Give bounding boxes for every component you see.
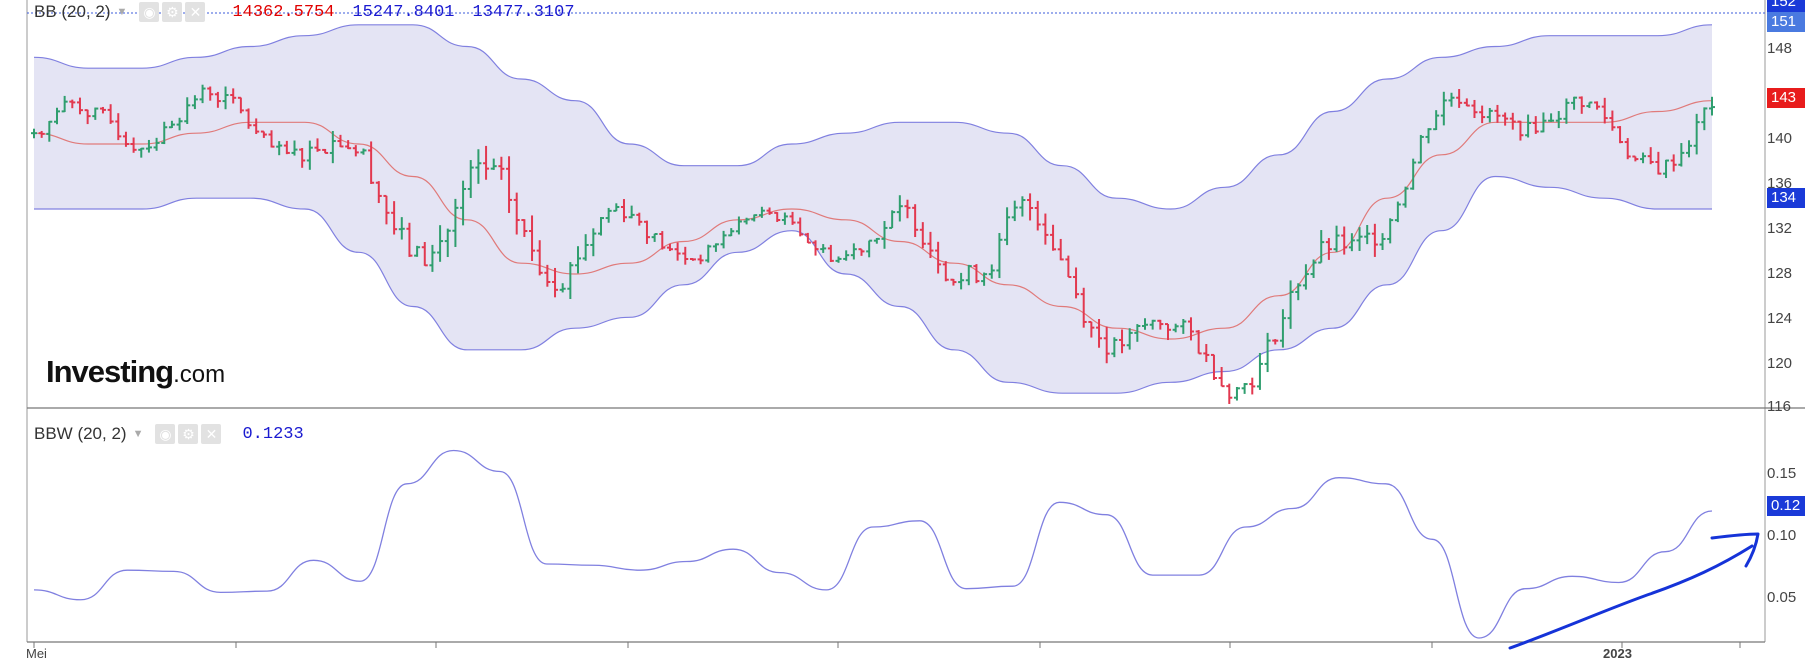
bbw-indicator-name: BBW (20, 2) [34, 424, 127, 443]
bbw-legend[interactable]: BBW (20, 2) ▼ ◉ ⚙ ✕ 0.1233 [34, 424, 304, 444]
bbw-tag: 0.12 [1767, 496, 1805, 516]
price-tick: 148 [1767, 40, 1793, 57]
price-tag-lower: 134 [1767, 188, 1805, 208]
bbw-remove-icon[interactable]: ✕ [201, 424, 222, 444]
x-label: 2023 [1603, 646, 1632, 661]
x-label: Mei [26, 646, 47, 661]
price-tick: 128 [1767, 265, 1793, 282]
logo-main-text: Investing [46, 354, 174, 389]
bbw-settings-icon[interactable]: ⚙ [178, 424, 199, 444]
bb-upper-value: 15247.8401 [352, 2, 455, 22]
bbw-visibility-icon[interactable]: ◉ [155, 424, 176, 444]
price-tick: 116 [1767, 398, 1791, 415]
bbw-tick: 0.15 [1767, 465, 1797, 482]
bb-indicator-name: BB (20, 2) [34, 2, 111, 21]
bb-visibility-icon[interactable]: ◉ [139, 2, 160, 22]
price-tick: 124 [1767, 310, 1793, 327]
annotation-arrow-line [1508, 544, 1754, 650]
bb-band-fill [34, 24, 1712, 394]
bb-upper-line [33, 24, 1713, 210]
bb-middle-value: 14362.5754 [232, 2, 335, 22]
bbw-dropdown-icon[interactable]: ▼ [132, 428, 144, 440]
bb-settings-icon[interactable]: ⚙ [162, 2, 183, 22]
bb-lower-value: 13477.3107 [472, 2, 575, 22]
bb-lower-line [34, 175, 1712, 394]
investing-logo: Investing.com [46, 354, 225, 390]
bbw-tick: 0.05 [1767, 589, 1797, 606]
bb-legend[interactable]: BB (20, 2) ▼ ◉ ⚙ ✕ 14362.5754 15247.8401… [34, 2, 575, 22]
price-tick: 140 [1767, 130, 1793, 147]
price-tag-upper: 151 [1767, 12, 1805, 32]
bbw-value: 0.1233 [242, 424, 304, 444]
bbw-line [33, 449, 1713, 639]
bb-remove-icon[interactable]: ✕ [185, 2, 206, 22]
annotation-arrow-head [1710, 532, 1760, 568]
price-tag-top: 152 [1767, 0, 1805, 12]
logo-suffix-text: .com [173, 361, 226, 388]
price-tag-middle: 143 [1767, 88, 1805, 108]
bbw-tick: 0.10 [1767, 527, 1797, 544]
price-tick: 132 [1767, 220, 1793, 237]
bb-dropdown-icon[interactable]: ▼ [116, 6, 128, 18]
price-tick: 120 [1767, 355, 1793, 372]
price-tick: 136 [1767, 175, 1793, 192]
bb-middle-line [33, 100, 1713, 340]
